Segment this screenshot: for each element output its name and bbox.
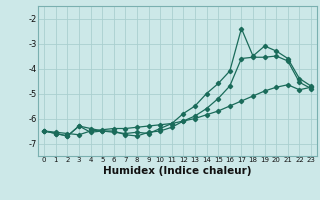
X-axis label: Humidex (Indice chaleur): Humidex (Indice chaleur): [103, 166, 252, 176]
